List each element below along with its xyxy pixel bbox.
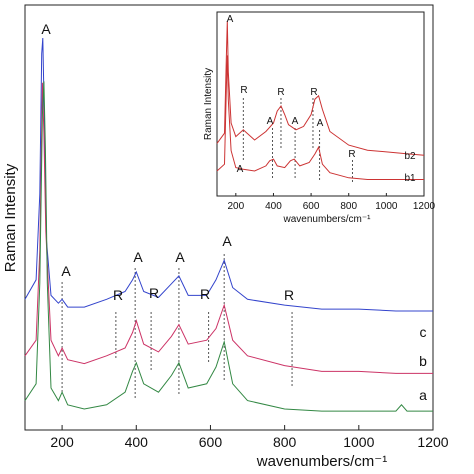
main-tick-label: 600 (199, 434, 223, 450)
inset-annotation-a-low: A (237, 164, 244, 175)
inset-y-axis-title: Raman Intensity (203, 68, 214, 140)
main-tick-label: 800 (273, 434, 297, 450)
inset-annotation-r-240: R (240, 85, 247, 96)
inset-annotation-a-515: A (292, 116, 299, 127)
main-series-a (24, 81, 433, 412)
main-plot-frame (24, 4, 434, 431)
annotation-a-637: A (222, 233, 232, 249)
inset-annotation-r-610: R (310, 87, 317, 98)
inset-tick-label: 1000 (375, 201, 398, 212)
inset-annotation-a-395: A (267, 116, 274, 127)
inset-series-group (216, 20, 425, 180)
annotation-r-820: R (284, 287, 294, 303)
inset-annotation-r-440: R (277, 87, 284, 98)
inset-annotation-a-main: A (227, 14, 234, 25)
inset-annotation-r-820: R (348, 149, 355, 160)
main-tick-label: 1200 (417, 434, 448, 450)
annotation-a-200: A (61, 263, 71, 279)
inset-tick-label: 800 (340, 201, 357, 212)
main-tick-label: 1000 (343, 434, 374, 450)
main-series-group (24, 37, 433, 412)
main-tick-label: 200 (50, 434, 74, 450)
inset-tick-label: 1200 (413, 201, 436, 212)
main-x-ticks: 200 400 600 800 1000 1200 (50, 425, 449, 450)
series-label-b: b (419, 353, 427, 369)
inset-x-ticks: 200 400 600 800 1000 1200 (227, 193, 436, 212)
inset-series-label-b1: b1 (404, 173, 416, 184)
inset-tick-label: 600 (303, 201, 320, 212)
main-tick-label: 400 (125, 434, 149, 450)
inset-plot-frame (216, 11, 425, 197)
inset-tick-label: 200 (227, 201, 244, 212)
main-series-b (24, 82, 433, 374)
inset-series-b1 (216, 55, 424, 180)
inset-series-label-b2: b2 (404, 151, 416, 162)
annotation-a-397: A (133, 249, 143, 265)
series-label-a: a (419, 387, 427, 403)
main-y-axis-title: Raman Intensity (2, 163, 19, 272)
annotation-a-515: A (175, 249, 185, 265)
annotation-r-440: R (149, 285, 159, 301)
inset-annotation-a-640: A (317, 118, 324, 129)
annotation-r-610: R (200, 286, 210, 302)
inset-x-axis-title: wavenumbers/cm⁻¹ (283, 214, 372, 225)
annotation-r-345: R (113, 287, 123, 303)
annotation-a-anatase-main: A (41, 21, 51, 37)
inset-tick-label: 400 (265, 201, 282, 212)
inset-series-b2 (216, 20, 425, 156)
series-label-c: c (420, 324, 427, 340)
main-guide-lines (61, 254, 293, 398)
main-x-axis-title: wavenumbers/cm⁻¹ (256, 453, 387, 470)
